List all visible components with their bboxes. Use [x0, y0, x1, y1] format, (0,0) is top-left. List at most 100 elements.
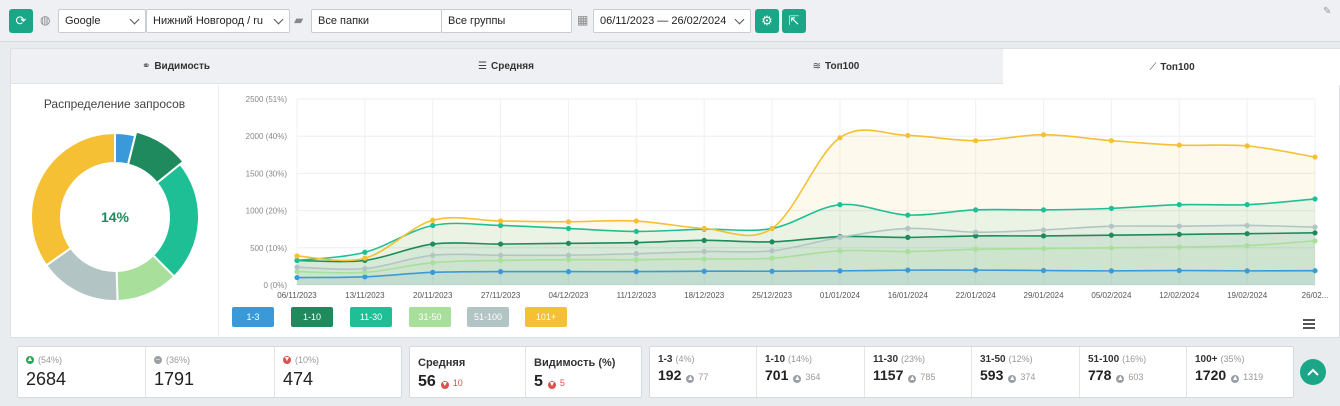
donut-segment-11-30[interactable]	[151, 162, 200, 278]
data-point-101+[interactable]	[633, 218, 639, 224]
data-point-1-10[interactable]	[633, 239, 639, 246]
data-point-31-50[interactable]	[633, 257, 639, 263]
tab-top100-layers[interactable]: ≋ Топ100	[671, 49, 1001, 84]
data-point-101+[interactable]	[1040, 132, 1047, 138]
data-point-31-50[interactable]	[565, 257, 572, 263]
data-point-1-3[interactable]	[1176, 267, 1182, 274]
data-point-31-50[interactable]	[498, 257, 504, 264]
search-engine-select[interactable]: Google	[58, 9, 146, 33]
data-point-101+[interactable]	[769, 225, 775, 232]
data-point-11-30[interactable]	[633, 228, 639, 235]
groups-select[interactable]: Все группы	[441, 9, 572, 33]
legend-31-50[interactable]: 31-50	[409, 307, 451, 327]
data-point-11-30[interactable]	[430, 222, 436, 229]
data-point-1-3[interactable]	[498, 269, 504, 275]
data-point-51-100[interactable]	[294, 264, 300, 270]
data-point-31-50[interactable]	[701, 256, 707, 262]
data-point-51-100[interactable]	[1108, 223, 1114, 229]
data-point-101+[interactable]	[362, 255, 368, 261]
data-point-1-10[interactable]	[973, 233, 979, 239]
data-point-31-50[interactable]	[905, 248, 911, 255]
data-point-31-50[interactable]	[837, 248, 843, 254]
data-point-31-50[interactable]	[294, 269, 300, 275]
data-point-31-50[interactable]	[1312, 238, 1318, 244]
data-point-11-30[interactable]	[362, 249, 368, 255]
date-range-select[interactable]: 06/11/2023 — 26/02/2024	[593, 9, 751, 33]
data-point-11-30[interactable]	[1244, 202, 1250, 208]
data-point-1-10[interactable]	[430, 241, 436, 247]
data-point-1-3[interactable]	[973, 267, 979, 273]
data-point-11-30[interactable]	[973, 207, 979, 213]
region-select[interactable]: Нижний Новгород / ru	[146, 9, 290, 33]
data-point-31-50[interactable]	[769, 255, 775, 261]
data-point-51-100[interactable]	[837, 234, 843, 240]
data-point-101+[interactable]	[1176, 142, 1182, 148]
data-point-101+[interactable]	[837, 135, 843, 141]
data-point-101+[interactable]	[1312, 154, 1318, 160]
data-point-11-30[interactable]	[1312, 196, 1318, 202]
data-point-51-100[interactable]	[973, 229, 979, 235]
data-point-1-3[interactable]	[701, 268, 707, 274]
donut-segment-1-10[interactable]	[126, 130, 185, 185]
data-point-11-30[interactable]	[1108, 205, 1114, 211]
data-point-101+[interactable]	[701, 225, 707, 232]
data-point-1-3[interactable]	[1108, 268, 1114, 274]
data-point-1-3[interactable]	[362, 274, 368, 280]
export-button[interactable]: ⇱	[782, 9, 806, 33]
data-point-51-100[interactable]	[565, 252, 572, 258]
data-point-1-10[interactable]	[1176, 231, 1182, 238]
data-point-1-10[interactable]	[1312, 230, 1318, 236]
data-point-31-50[interactable]	[1108, 245, 1114, 251]
data-point-51-100[interactable]	[498, 252, 504, 258]
data-point-1-3[interactable]	[633, 269, 639, 275]
data-point-1-10[interactable]	[1244, 231, 1250, 237]
data-point-1-3[interactable]	[837, 268, 843, 274]
data-point-1-3[interactable]	[430, 269, 436, 275]
data-point-101+[interactable]	[1108, 138, 1114, 144]
data-point-11-30[interactable]	[1040, 207, 1047, 213]
data-point-51-100[interactable]	[1040, 227, 1047, 233]
data-point-51-100[interactable]	[1244, 222, 1250, 229]
data-point-11-30[interactable]	[294, 257, 300, 264]
refresh-button[interactable]: ⟳	[9, 9, 33, 33]
legend-1-10[interactable]: 1-10	[291, 307, 333, 327]
data-point-51-100[interactable]	[905, 225, 911, 232]
data-point-51-100[interactable]	[1176, 223, 1182, 229]
settings-button[interactable]: ⚙	[755, 9, 779, 33]
pin-icon[interactable]: ✎	[1323, 6, 1332, 17]
data-point-1-10[interactable]	[1040, 233, 1047, 239]
tab-top100-chart[interactable]: ⟋ Топ100	[1003, 49, 1340, 85]
data-point-31-50[interactable]	[1244, 242, 1250, 249]
scroll-top-button[interactable]	[1300, 359, 1326, 385]
folders-select[interactable]: Все папки	[311, 9, 442, 33]
data-point-51-100[interactable]	[430, 252, 436, 258]
data-point-1-3[interactable]	[294, 274, 300, 281]
data-point-1-3[interactable]	[769, 268, 775, 274]
data-point-11-30[interactable]	[837, 202, 843, 208]
legend-101-plus[interactable]: 101+	[525, 307, 567, 327]
data-point-51-100[interactable]	[701, 248, 707, 255]
tab-visibility[interactable]: ⚭ Видимость	[11, 49, 341, 84]
donut-segment-101+[interactable]	[30, 131, 116, 267]
data-point-101+[interactable]	[565, 219, 572, 225]
data-point-31-50[interactable]	[430, 260, 436, 266]
data-point-11-30[interactable]	[498, 222, 504, 229]
data-point-1-10[interactable]	[1108, 232, 1114, 238]
data-point-1-10[interactable]	[905, 234, 911, 240]
data-point-101+[interactable]	[498, 218, 504, 224]
data-point-31-50[interactable]	[1040, 245, 1047, 252]
legend-51-100[interactable]: 51-100	[467, 307, 509, 327]
tab-average[interactable]: ☰ Средняя	[341, 49, 671, 84]
data-point-1-10[interactable]	[769, 239, 775, 245]
data-point-11-30[interactable]	[1176, 202, 1182, 208]
data-point-51-100[interactable]	[1312, 224, 1318, 230]
data-point-101+[interactable]	[1244, 143, 1250, 149]
data-point-1-10[interactable]	[498, 241, 504, 247]
data-point-11-30[interactable]	[905, 212, 911, 218]
data-point-101+[interactable]	[905, 132, 911, 139]
data-point-31-50[interactable]	[973, 246, 979, 252]
legend-11-30[interactable]: 11-30	[350, 307, 392, 327]
data-point-1-3[interactable]	[1244, 268, 1250, 274]
chart-menu-icon[interactable]	[1303, 319, 1315, 331]
data-point-101+[interactable]	[430, 217, 436, 223]
